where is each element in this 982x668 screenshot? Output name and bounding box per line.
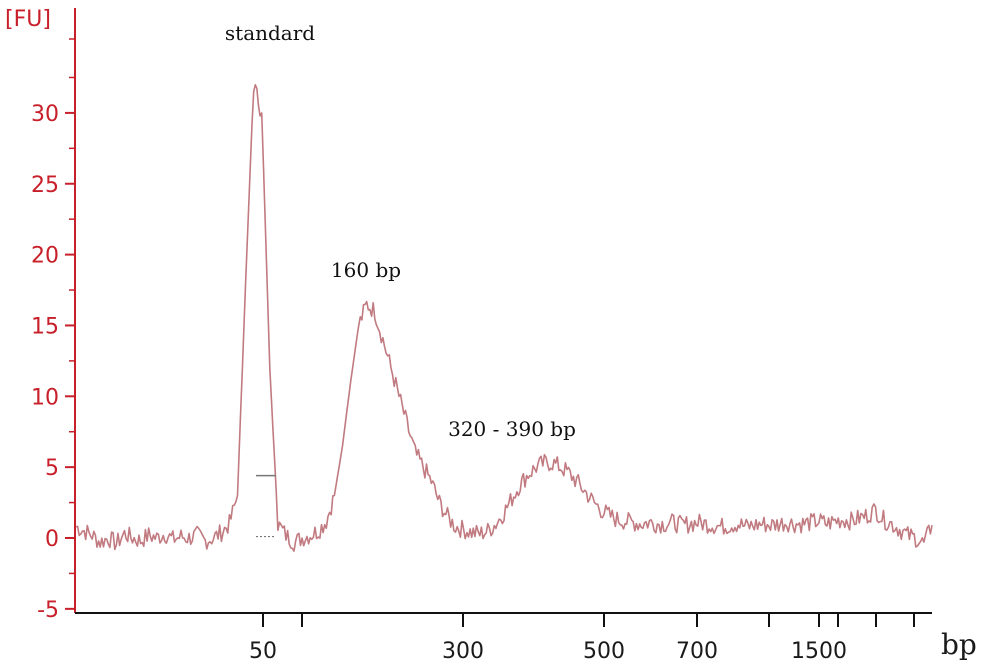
x-tick-label: 1500 [791,639,847,664]
y-tick-label: 20 [31,244,59,269]
x-tick-label: 500 [583,639,625,664]
peak-annotation: 160 bp [331,258,401,282]
x-axis-label: bp [941,628,977,661]
peak-annotation: standard [225,21,315,45]
chart-axes: -5 0 5 10 15 20 25 30 [FU] 50 300 500 700 1500 bp [5,7,977,664]
x-tick-label: 700 [676,639,718,664]
x-tick-label: 50 [249,639,277,664]
y-tick-label: 0 [45,527,59,552]
y-tick-label: 25 [31,173,59,198]
y-tick-label: -5 [37,598,59,623]
y-tick-label: 30 [31,102,59,127]
peak-annotation: 320 - 390 bp [448,417,576,441]
chart-annotations: standard 160 bp 320 - 390 bp [225,21,576,441]
trace-group [75,84,933,552]
y-tick-label: 5 [45,456,59,481]
y-tick-label: 15 [31,314,59,339]
trace-line [75,84,933,552]
y-tick-label: 10 [31,385,59,410]
y-axis-label: [FU] [5,7,51,32]
x-tick-label: 300 [442,639,484,664]
